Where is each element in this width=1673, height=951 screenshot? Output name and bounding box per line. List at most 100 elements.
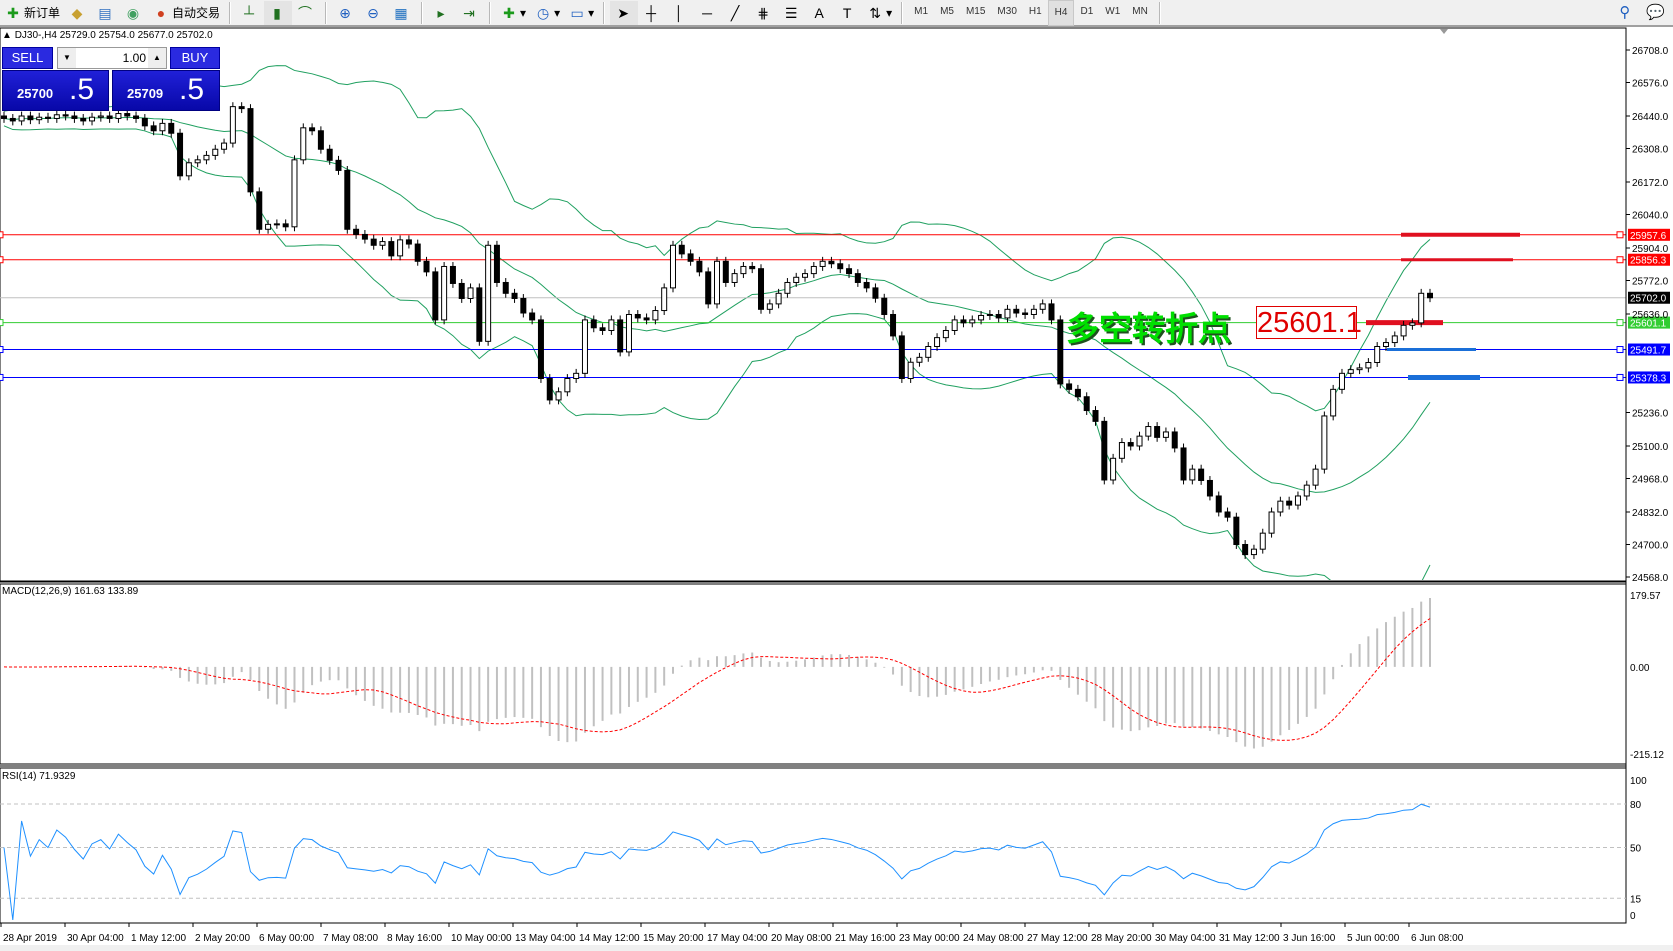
bear-candle: [872, 287, 879, 299]
bear-candle: [1215, 495, 1222, 513]
timeframe-m1[interactable]: M1: [914, 5, 929, 17]
cursor-button[interactable]: ➤: [610, 0, 639, 25]
pivot-value-label[interactable]: 25601.1: [1256, 306, 1362, 339]
chat-icon[interactable]: 💬: [1646, 4, 1665, 21]
indicators-button[interactable]: ✚ ▾: [496, 1, 530, 25]
vertical-line-button[interactable]: │: [666, 1, 694, 25]
bear-candle: [1022, 312, 1029, 315]
lot-input[interactable]: [78, 49, 148, 67]
bull-candle: [265, 223, 272, 230]
horizontal-line-button[interactable]: ─: [694, 1, 722, 25]
timeframe-d1[interactable]: D1: [1080, 5, 1094, 17]
bull-candle: [159, 122, 166, 132]
periods-icon: ◷: [536, 4, 550, 21]
bear-candle: [1286, 500, 1293, 506]
price-tick-label: 26172.0: [1632, 178, 1669, 189]
bull-candle: [291, 159, 298, 228]
auto-scroll-icon: ▸: [437, 4, 445, 21]
auto-scroll-button[interactable]: ▸: [428, 1, 456, 25]
bear-candle: [256, 191, 263, 230]
bear-candle: [749, 265, 756, 270]
cursor-icon: ➤: [617, 4, 629, 21]
price-tick-label: 26040.0: [1632, 211, 1669, 222]
bull-candle: [1039, 303, 1046, 310]
line-chart-button[interactable]: ⌒: [292, 1, 320, 25]
bear-candle: [45, 116, 52, 119]
chart-shift-button[interactable]: ⇥: [456, 1, 484, 25]
timeframe-w1[interactable]: W1: [1105, 5, 1121, 17]
search-icon[interactable]: ⚲: [1619, 4, 1631, 21]
line-handle: [1616, 256, 1624, 264]
bull-candle: [784, 281, 791, 294]
bear-candle: [247, 108, 254, 193]
fibo-channel-icon: ⋕: [757, 4, 769, 21]
bear-candle: [599, 327, 606, 331]
price-tick-label: 25904.0: [1632, 244, 1669, 255]
timeframe-h1[interactable]: H1: [1028, 5, 1042, 17]
timeframe-m30[interactable]: M30: [997, 5, 1017, 17]
market-watch-button[interactable]: ◆: [64, 1, 92, 25]
bull-candle: [916, 356, 923, 363]
time-tick-label: 6 Jun 08:00: [1411, 933, 1464, 944]
symbol-label: DJ30-,H4: [14, 30, 57, 41]
timeframe-h4[interactable]: H4: [1047, 0, 1075, 26]
lot-increase-button[interactable]: ▲: [148, 48, 166, 68]
toolbar: ✚ 新订单 ◆ ▤ ◉ ● 自动交易 ┴ ▮ ⌒ ⊕ ⊖ ▦ ▸ ⇥ ✚ ▾ ◷ ▾ ▭…: [0, 0, 1673, 27]
bear-candle: [960, 319, 967, 324]
price-tick-label: 24568.0: [1632, 573, 1669, 584]
pivot-annotation-text[interactable]: 多空转折点: [1066, 310, 1231, 347]
sell-button[interactable]: SELL: [2, 47, 53, 69]
bull-candle: [1250, 548, 1257, 556]
fibo-retracement-button[interactable]: ☰: [778, 1, 806, 25]
crosshair-button[interactable]: ┼: [638, 1, 666, 25]
bear-candle: [414, 243, 421, 262]
bear-candle: [317, 130, 324, 150]
arrows-button[interactable]: ⇅ ▾: [862, 1, 896, 25]
rsi-tick-label: 15: [1630, 894, 1642, 905]
bull-candle: [1277, 500, 1284, 513]
bull-candle: [1409, 322, 1416, 326]
lot-decrease-button[interactable]: ▼: [58, 48, 76, 68]
text-label-button[interactable]: T: [834, 1, 862, 25]
templates-button[interactable]: ▭ ▾: [564, 1, 598, 25]
collapse-icon[interactable]: ▲: [2, 30, 12, 41]
bull-candle: [1118, 442, 1125, 459]
price-plot: [0, 65, 1626, 580]
bear-candle: [898, 335, 905, 380]
sell-price-button[interactable]: 25700 .5: [2, 70, 109, 111]
time-tick-label: 5 Jun 00:00: [1347, 933, 1400, 944]
fibo-channel-button[interactable]: ⋕: [750, 1, 778, 25]
buy-price-button[interactable]: 25709 .5: [112, 70, 220, 111]
bear-candle: [238, 106, 245, 110]
timeframe-m5[interactable]: M5: [940, 5, 954, 17]
time-tick-label: 15 May 20:00: [643, 933, 704, 944]
bull-candle: [942, 329, 949, 339]
sell-price-frac: .5: [69, 73, 95, 106]
timeframe-bar: M1 M5 M15 M30 H1 H4 D1 W1 MN: [908, 0, 1154, 26]
indicators-icon: ✚: [503, 4, 515, 21]
separator: [229, 1, 232, 24]
trendline-button[interactable]: ╱: [722, 1, 750, 25]
tile-windows-button[interactable]: ▦: [388, 1, 416, 25]
separator: [901, 1, 904, 24]
bear-candle: [106, 115, 113, 119]
auto-trading-button[interactable]: ● 自动交易: [148, 1, 224, 25]
signals-button[interactable]: ◉: [120, 1, 148, 25]
timeframe-m15[interactable]: M15: [965, 5, 986, 17]
bull-candle: [212, 148, 219, 156]
new-order-button[interactable]: ✚ 新订单: [0, 1, 64, 25]
text-button[interactable]: A: [806, 1, 834, 25]
candlestick-button[interactable]: ▮: [264, 0, 293, 25]
vertical-line-icon: │: [674, 4, 684, 21]
navigator-button[interactable]: ▤: [92, 1, 120, 25]
bar-chart-button[interactable]: ┴: [236, 1, 264, 25]
periods-button[interactable]: ◷ ▾: [530, 1, 564, 25]
zoom-out-button[interactable]: ⊖: [360, 1, 388, 25]
buy-button[interactable]: BUY: [170, 47, 220, 69]
zoom-in-button[interactable]: ⊕: [332, 1, 360, 25]
timeframe-mn[interactable]: MN: [1132, 5, 1148, 17]
bear-candle: [1242, 543, 1249, 556]
bull-candle: [1268, 511, 1275, 534]
bull-candle: [934, 337, 941, 347]
